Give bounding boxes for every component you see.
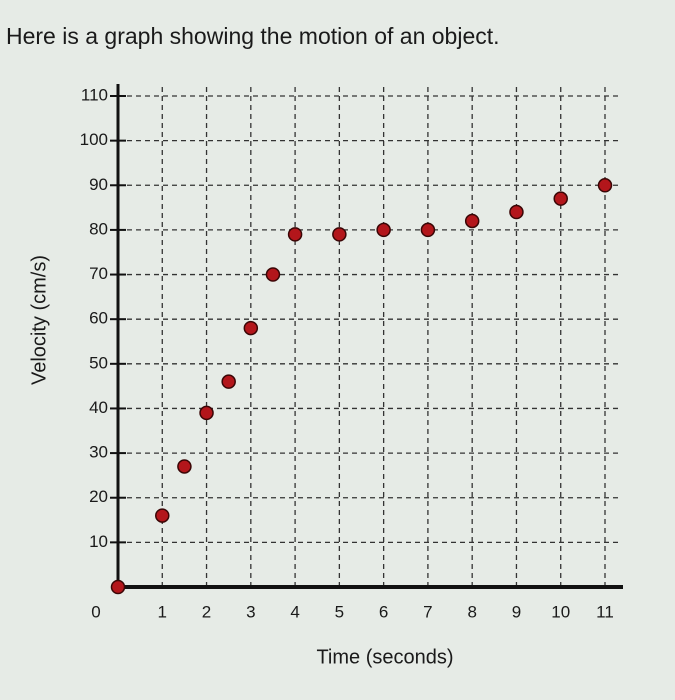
x-tick-label: 4 <box>290 602 299 621</box>
data-point <box>376 222 391 238</box>
data-point <box>287 227 303 242</box>
x-tick-label: 8 <box>467 602 476 621</box>
y-axis-label: Velocity (cm/s) <box>28 255 50 385</box>
data-point <box>110 579 126 595</box>
y-tick-label: 50 <box>89 353 108 372</box>
data-point <box>155 508 170 523</box>
data-point <box>265 267 281 282</box>
y-tick-label: 10 <box>89 532 108 551</box>
data-point <box>553 191 568 206</box>
data-point <box>243 320 259 336</box>
y-tick-label: 70 <box>89 264 108 283</box>
y-tick-label: 100 <box>80 130 108 149</box>
y-tick-label: 60 <box>89 309 108 328</box>
data-point <box>420 222 436 238</box>
data-point <box>464 213 480 229</box>
data-point <box>199 405 214 421</box>
y-tick-label: 30 <box>89 443 108 462</box>
x-tick-label: 5 <box>335 602 344 621</box>
x-tick-label: 11 <box>596 602 614 621</box>
x-tick-label: 0 <box>91 602 100 621</box>
data-point <box>221 374 236 389</box>
y-tick-label: 20 <box>89 487 108 506</box>
data-point <box>597 178 613 193</box>
x-tick-label: 1 <box>158 602 167 621</box>
x-tick-label: 3 <box>246 602 255 621</box>
plot: 10 20 30 40 50 60 70 80 90 100 110 0 1 2 3 4 5 6 7 8 9 10 11 <box>80 84 623 621</box>
x-tick-label: 2 <box>202 602 211 621</box>
data-point <box>509 204 524 220</box>
x-tick-label: 9 <box>512 602 521 621</box>
prompt: Here is a graph showing the motion of an… <box>6 23 500 49</box>
y-tick-label: 90 <box>89 175 108 194</box>
x-tick-label: 10 <box>551 602 570 621</box>
data-point <box>177 459 192 474</box>
y-tick-label: 40 <box>89 398 108 417</box>
x-tick-label: 7 <box>423 602 432 621</box>
x-axis-label: Time (seconds) <box>316 646 453 668</box>
x-tick-label: 6 <box>379 602 388 621</box>
data-point <box>332 227 347 242</box>
y-tick-label: 80 <box>89 219 108 238</box>
y-tick-label: 110 <box>81 85 108 104</box>
